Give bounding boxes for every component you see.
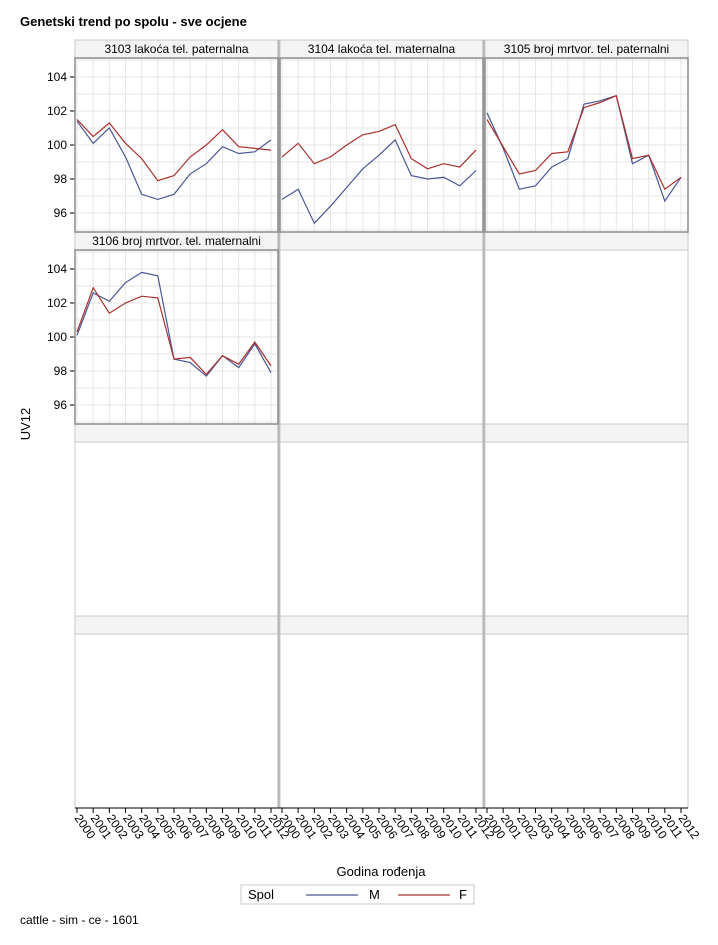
- panel-title: 3104 lakoća tel. maternalna: [308, 42, 456, 56]
- y-tick-label: 104: [47, 70, 67, 84]
- series-line-F: [76, 286, 272, 376]
- panel-frame: [279, 57, 484, 233]
- legend-entry-F: F: [459, 887, 467, 902]
- panel-header-cell: [74, 615, 279, 635]
- panel-cell: [279, 249, 484, 425]
- y-tick-label: 96: [54, 206, 68, 220]
- panel-cell: [279, 633, 484, 809]
- y-tick-label: 102: [47, 296, 67, 310]
- series-line-F: [281, 123, 477, 170]
- panel-cell: [484, 249, 689, 425]
- panel-header-cell: [484, 423, 689, 443]
- y-tick-label: 104: [47, 262, 67, 276]
- panel-header-cell: [279, 231, 484, 251]
- panel-frame: [74, 57, 279, 233]
- panel-header-cell: [484, 231, 689, 251]
- panel-title: 3106 broj mrtvor. tel. maternalni: [92, 234, 261, 248]
- y-tick-label: 98: [54, 172, 68, 186]
- y-tick-label: 102: [47, 104, 67, 118]
- panel-header-cell: [279, 423, 484, 443]
- series-line-F: [76, 119, 272, 182]
- panel-frame: [74, 249, 279, 425]
- y-tick-label: 96: [54, 398, 68, 412]
- panel-cell: [484, 633, 689, 809]
- y-axis-title: UV12: [18, 408, 33, 441]
- panel-cell: [279, 441, 484, 617]
- legend-title: Spol: [248, 887, 274, 902]
- panel-cell: [74, 441, 279, 617]
- panel-cell: [74, 633, 279, 809]
- legend-entry-M: M: [369, 887, 380, 902]
- panel-header-cell: [279, 615, 484, 635]
- series-line-M: [281, 138, 477, 225]
- panel-title: 3103 lakoća tel. paternalna: [104, 42, 248, 56]
- panel-frame: [484, 57, 689, 233]
- y-tick-label: 100: [47, 138, 67, 152]
- panel-cell: [484, 441, 689, 617]
- x-axis-title: Godina rođenja: [337, 864, 427, 879]
- chart-title: Genetski trend po spolu - sve ocjene: [20, 14, 247, 29]
- panel-header-cell: [484, 615, 689, 635]
- y-tick-label: 98: [54, 364, 68, 378]
- panel-header-cell: [74, 423, 279, 443]
- footnote: cattle - sim - ce - 1601: [20, 913, 139, 927]
- panel-title: 3105 broj mrtvor. tel. paternalni: [504, 42, 669, 56]
- series-line-M: [76, 120, 272, 201]
- series-line-F: [486, 94, 682, 191]
- y-tick-label: 100: [47, 330, 67, 344]
